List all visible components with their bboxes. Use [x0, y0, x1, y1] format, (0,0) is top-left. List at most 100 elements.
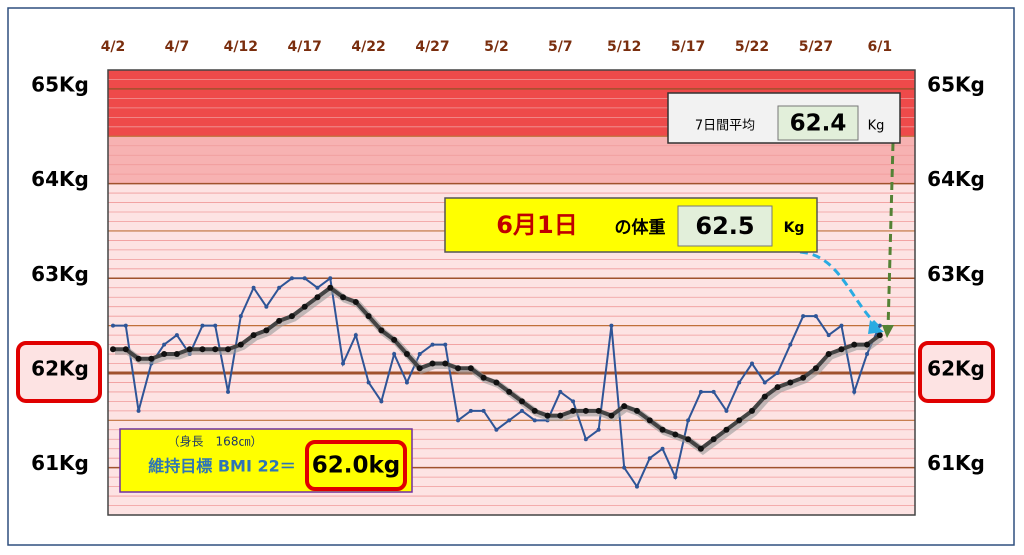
target-label: 維持目標 BMI 22＝ [148, 457, 295, 476]
avg-point [340, 294, 347, 301]
weight-point [801, 314, 806, 319]
avg-point [518, 398, 525, 405]
avg-point [276, 317, 283, 324]
weight-point [264, 304, 269, 309]
y2-tick-label: 63Kg [927, 262, 985, 286]
avg-point [621, 403, 628, 410]
avg-point [378, 327, 385, 334]
x-tick-label: 5/17 [671, 39, 705, 55]
avg-point [787, 379, 794, 386]
x-tick-label: 5/7 [548, 39, 573, 55]
avg-point [186, 346, 193, 353]
avg-point [697, 445, 704, 452]
weight-point [302, 276, 307, 281]
avg-point [493, 379, 500, 386]
weight-point [724, 408, 729, 413]
avg-point [455, 365, 462, 372]
weight-point [877, 323, 882, 328]
avg-unit: Kg [868, 119, 885, 134]
weight-point [622, 465, 627, 470]
avg-label: 7日間平均 [695, 119, 755, 134]
x-tick-label: 4/27 [415, 39, 449, 55]
avg-point [327, 284, 334, 291]
avg-point [403, 351, 410, 358]
weight-point [162, 342, 167, 347]
weight-point [111, 323, 115, 328]
avg-point [838, 346, 845, 353]
avg-point [659, 426, 666, 433]
avg-point [148, 355, 155, 362]
weight-point [596, 427, 601, 432]
weight-point [737, 380, 742, 385]
highlight-box [16, 340, 102, 403]
y2-tick-label: 62Kg [927, 356, 985, 380]
arrow-head [882, 325, 894, 338]
weight-point [251, 285, 256, 290]
weight-point [136, 408, 141, 413]
weight-point [711, 389, 716, 394]
avg-point [851, 341, 858, 348]
avg-point [531, 407, 538, 414]
avg-point [749, 407, 755, 414]
x-tick-label: 5/12 [607, 39, 641, 55]
y-tick-label: 63Kg [31, 262, 89, 286]
avg-point [314, 294, 321, 301]
avg-point [212, 346, 219, 353]
weight-point [443, 342, 448, 347]
arrow [886, 142, 895, 331]
weight-point [468, 408, 473, 413]
avg-point [864, 341, 871, 348]
weight-point [762, 380, 767, 385]
date-label: 6月1日 [496, 211, 577, 239]
avg-point [761, 393, 768, 400]
weight-point [788, 342, 793, 347]
weight-point [404, 380, 409, 385]
avg-point [429, 360, 436, 367]
weight-point [660, 446, 665, 451]
weight-point [839, 323, 844, 328]
y-tick-label: 65Kg [31, 72, 89, 96]
weight-point [353, 333, 358, 338]
avg-point [199, 346, 206, 353]
weight-point [647, 456, 652, 461]
avg-point [595, 407, 602, 414]
target-value-box [305, 440, 407, 491]
weight-point [673, 475, 678, 480]
avg-point [301, 303, 308, 310]
avg-point [225, 346, 232, 353]
avg-point [442, 360, 449, 367]
y2-tick-label: 61Kg [927, 451, 985, 475]
y2-tick-label: 64Kg [927, 167, 985, 191]
weight-point [328, 276, 333, 281]
x-tick-label: 5/27 [799, 39, 833, 55]
avg-point [774, 384, 781, 391]
weight-point [750, 361, 754, 366]
weight-point [366, 380, 371, 385]
avg-point [467, 365, 474, 372]
weight-point [519, 408, 524, 413]
y2-tick-label: 65Kg [927, 72, 985, 96]
avg-point [812, 365, 819, 372]
avg-point [161, 351, 168, 358]
weight-point [532, 418, 537, 423]
x-tick-label: 4/7 [165, 39, 190, 55]
avg-point [263, 327, 270, 334]
overlay: 7日間平均 62.4 Kg 6月1日 の体重 62.5 Kg （身長 168㎝）… [119, 92, 901, 493]
weight-point [826, 333, 831, 338]
x-tick-label: 4/2 [101, 39, 126, 55]
x-tick-label: 5/22 [735, 39, 769, 55]
avg-point [582, 407, 589, 414]
y-tick-label: 62Kg [31, 356, 89, 380]
x-tick-label: 4/12 [224, 39, 258, 55]
weight-point [609, 323, 614, 328]
weight-point [392, 352, 397, 357]
weight-point [456, 418, 461, 423]
avg-point [723, 426, 730, 433]
avg-point [736, 417, 743, 424]
y-tick-label: 64Kg [31, 167, 89, 191]
avg-point [173, 351, 180, 358]
weight-point [315, 285, 320, 290]
avg-point [352, 298, 359, 305]
weight-label: の体重 [615, 217, 666, 238]
